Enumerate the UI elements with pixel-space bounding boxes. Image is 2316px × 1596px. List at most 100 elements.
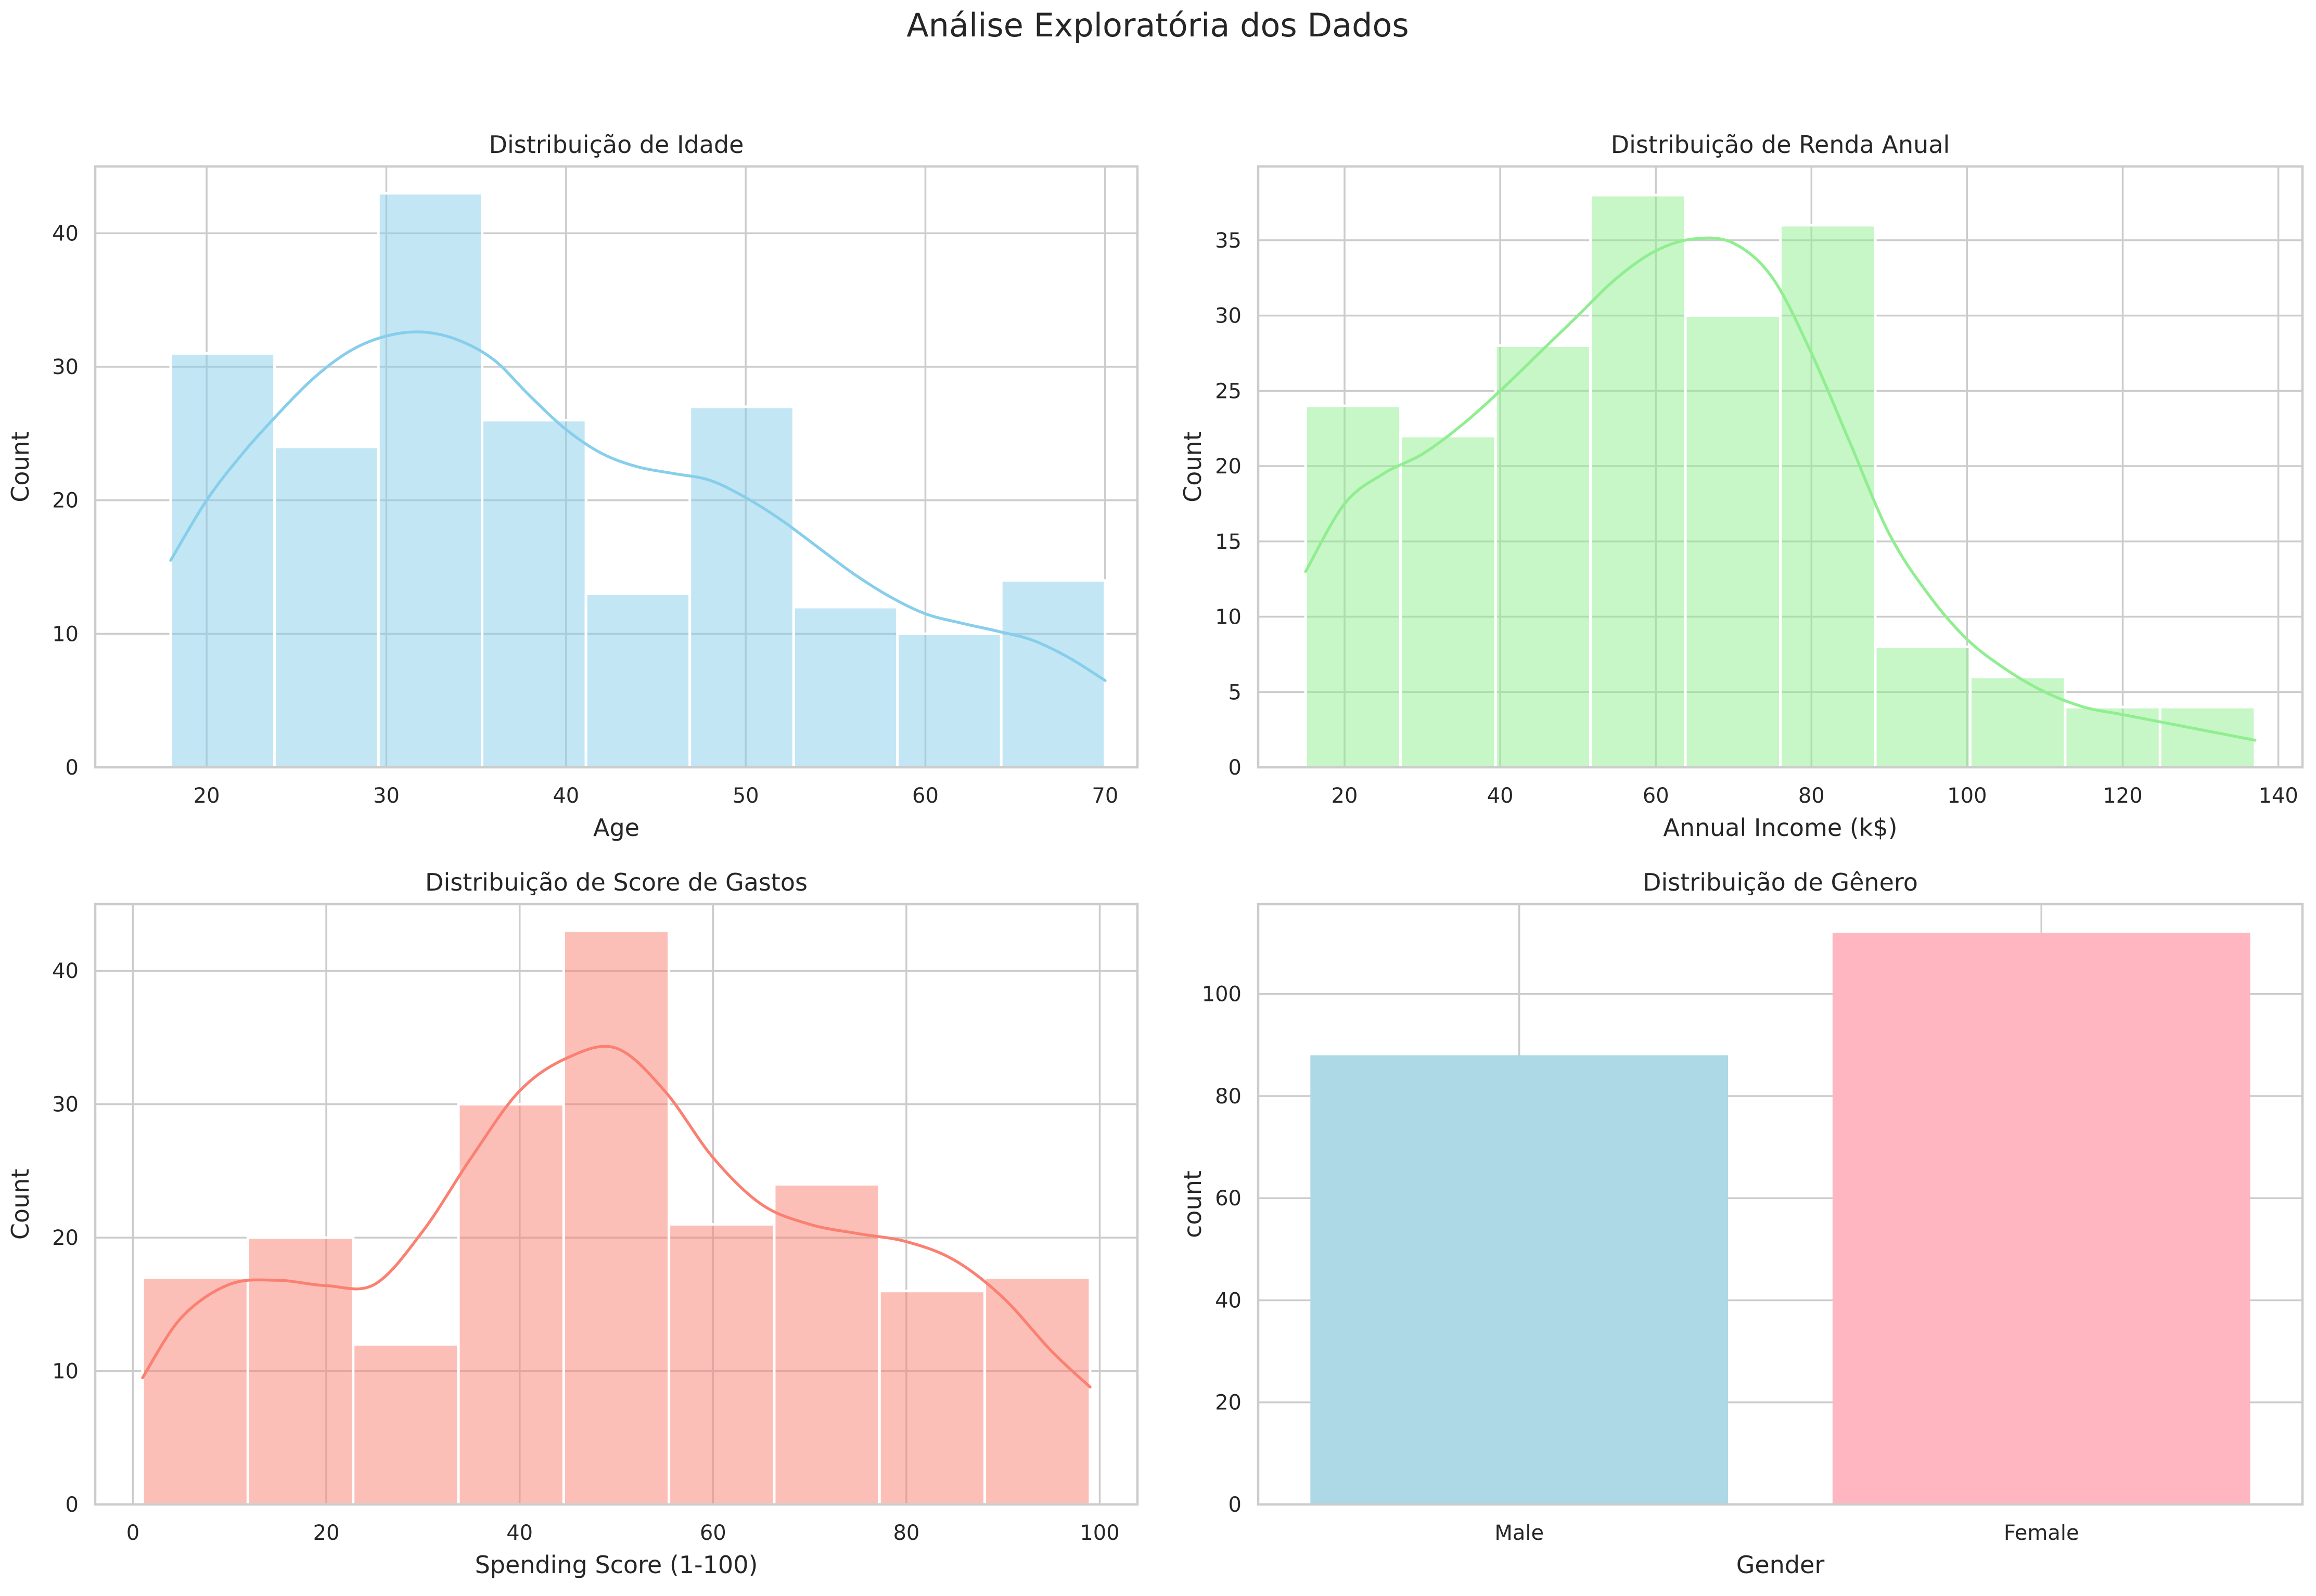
- x-tick-label: 0: [126, 1521, 139, 1545]
- y-tick-label: 0: [66, 1493, 79, 1517]
- y-axis-label: count: [1179, 1170, 1207, 1238]
- histogram-bar: [878, 1290, 987, 1506]
- histogram-bar: [584, 592, 692, 769]
- y-tick-label: 10: [52, 622, 79, 646]
- y-tick-label: 30: [52, 1093, 79, 1117]
- histogram-bar: [983, 1276, 1092, 1506]
- x-tick-label: Female: [2004, 1521, 2079, 1545]
- y-tick-label: 20: [52, 489, 79, 513]
- x-tick-label: 20: [313, 1521, 340, 1545]
- bar-female: [1832, 932, 2250, 1504]
- histogram-bar: [1399, 434, 1497, 769]
- x-tick-label: Male: [1494, 1521, 1544, 1545]
- x-tick-label: 100: [1947, 784, 1987, 808]
- x-tick-label: 120: [2103, 784, 2142, 808]
- x-tick-label: 40: [553, 784, 579, 808]
- histogram-bar: [792, 606, 899, 769]
- x-tick-label: 40: [506, 1521, 533, 1545]
- y-tick-label: 0: [66, 756, 79, 780]
- histogram-bar: [773, 1183, 881, 1506]
- x-tick-label: 140: [2258, 784, 2298, 808]
- histogram-bar: [2064, 705, 2161, 769]
- histogram-bar: [1494, 344, 1592, 769]
- histogram-bar: [1968, 675, 2067, 769]
- y-tick-label: 0: [1229, 756, 1242, 780]
- y-tick-label: 25: [1215, 379, 1242, 403]
- x-tick-label: 60: [912, 784, 939, 808]
- y-axis-label: Count: [6, 1169, 34, 1240]
- y-tick-label: 10: [52, 1360, 79, 1384]
- y-tick-label: 15: [1215, 530, 1242, 554]
- x-axis-label: Gender: [1736, 1551, 1825, 1579]
- y-tick-label: 35: [1215, 229, 1242, 253]
- bars: [169, 191, 1107, 769]
- y-tick-label: 80: [1215, 1085, 1242, 1109]
- histogram-bar: [457, 1103, 565, 1506]
- bars: [1310, 932, 2250, 1504]
- histogram-bar: [1874, 645, 1972, 769]
- bars: [1304, 194, 2257, 769]
- histogram-bar: [1589, 194, 1687, 769]
- panel-title: Distribuição de Gênero: [1643, 868, 1918, 896]
- x-tick-label: 20: [1332, 784, 1358, 808]
- histogram-bar: [1684, 314, 1782, 769]
- y-tick-label: 40: [1215, 1289, 1242, 1312]
- gender-bar-panel: 0 20 40 60 80 100 Male Female Distribuição de Gê…: [1179, 868, 2304, 1579]
- x-tick-label: 20: [194, 784, 220, 808]
- histogram-bar: [1779, 224, 1877, 769]
- x-tick-label: 100: [1080, 1521, 1119, 1545]
- income-histogram-panel: 0 5 10 15 20 25 30 35 20 40 60 80 100 120 140 Distribui…: [1179, 131, 2304, 842]
- kde-line: [141, 1045, 1092, 1389]
- x-axis-label: Spending Score (1-100): [475, 1551, 758, 1579]
- y-tick-label: 60: [1215, 1187, 1242, 1211]
- bar-male: [1310, 1055, 1729, 1504]
- x-tick-label: 40: [1487, 784, 1514, 808]
- axes-frame: [94, 903, 1139, 1506]
- histogram-bar: [169, 352, 276, 769]
- kde-line: [169, 330, 1107, 682]
- histogram-bar: [352, 1343, 460, 1506]
- y-axis-label: Count: [1179, 431, 1207, 503]
- histogram-bar: [141, 1276, 249, 1506]
- y-tick-label: 20: [52, 1226, 79, 1250]
- x-tick-label: 60: [1643, 784, 1669, 808]
- histogram-bar: [1000, 579, 1107, 769]
- panel-title: Distribuição de Idade: [489, 131, 744, 159]
- y-tick-label: 10: [1215, 606, 1242, 629]
- age-histogram-panel: 0 10 20 30 40 20 30 40 50 60 70 Distribuição de Ida…: [6, 131, 1139, 842]
- x-tick-label: 50: [733, 784, 759, 808]
- x-tick-label: 80: [1798, 784, 1825, 808]
- y-tick-label: 100: [1202, 983, 1242, 1007]
- kde-line: [1304, 236, 2257, 742]
- x-tick-label: 30: [373, 784, 400, 808]
- spending-histogram-panel: 0 10 20 30 40 0 20 40 60 80 100 Distribuição de Sco…: [6, 868, 1139, 1579]
- histogram-bar: [246, 1236, 355, 1506]
- panel-title: Distribuição de Score de Gastos: [425, 868, 808, 896]
- histogram-bar: [377, 191, 484, 769]
- x-tick-label: 60: [700, 1521, 726, 1545]
- histogram-bar: [688, 405, 795, 769]
- y-tick-label: 20: [1215, 455, 1242, 479]
- histogram-bar: [668, 1222, 776, 1506]
- histogram-bar: [562, 929, 671, 1506]
- y-tick-label: 30: [52, 355, 79, 379]
- x-axis-label: Annual Income (k$): [1663, 814, 1897, 842]
- y-tick-label: 30: [1215, 304, 1242, 328]
- histogram-bar: [896, 632, 1003, 769]
- axes-frame: [1257, 165, 2304, 769]
- histogram-bar: [1304, 404, 1402, 769]
- axes-frame: [1257, 903, 2304, 1506]
- y-tick-label: 0: [1229, 1493, 1242, 1517]
- panel-title: Distribuição de Renda Anual: [1611, 131, 1950, 159]
- histogram-bar: [481, 419, 587, 769]
- figure-suptitle: Análise Exploratória dos Dados: [906, 6, 1409, 44]
- y-tick-label: 5: [1229, 680, 1242, 704]
- y-tick-label: 20: [1215, 1391, 1242, 1415]
- y-tick-label: 40: [52, 222, 79, 246]
- x-axis-label: Age: [593, 814, 639, 842]
- axes-frame: [94, 165, 1139, 769]
- bars: [141, 929, 1092, 1506]
- y-axis-label: Count: [6, 431, 34, 503]
- histogram-bar: [273, 445, 380, 769]
